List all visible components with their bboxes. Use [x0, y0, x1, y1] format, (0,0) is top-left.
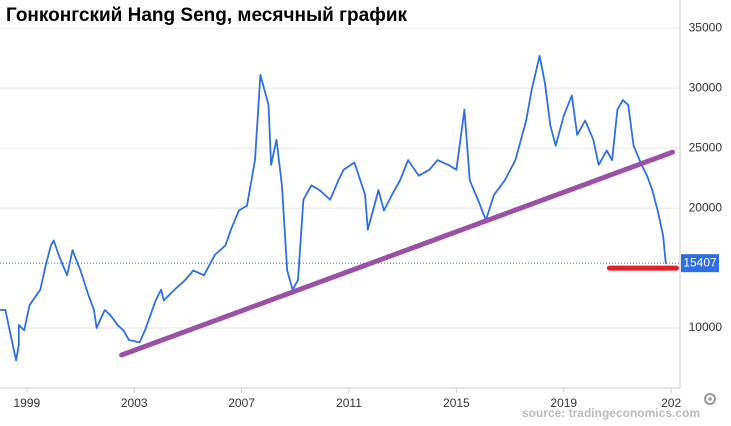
last-value-box [681, 254, 719, 273]
drawn-line [119, 149, 675, 358]
y-tick-label: 30000 [689, 80, 723, 94]
last-value-label: 15407 [683, 255, 717, 269]
x-tick-label: 2015 [443, 396, 470, 410]
chart-title: Гонконгский Hang Seng, месячный график [6, 5, 408, 26]
source: source: tradingeconomics.com [522, 406, 700, 420]
y-tick-label: 35000 [689, 20, 723, 34]
x-tick-label: 2003 [121, 396, 148, 410]
plot [0, 0, 681, 393]
x-tick-label: 2011 [336, 396, 362, 410]
y-tick-label: 25000 [689, 140, 723, 154]
x-tick-label: 2019 [550, 396, 577, 410]
y-tick-label: 10000 [689, 320, 723, 334]
x-tick-label: 1999 [13, 396, 40, 410]
x-tick-label: 2007 [228, 396, 255, 410]
price-line [0, 54, 667, 362]
gear[interactable] [704, 393, 716, 405]
gear-center[interactable] [708, 397, 712, 401]
x-tick-label: 202 [661, 396, 681, 410]
settings-icon[interactable] [704, 393, 716, 405]
y-tick-label: 20000 [689, 200, 723, 214]
